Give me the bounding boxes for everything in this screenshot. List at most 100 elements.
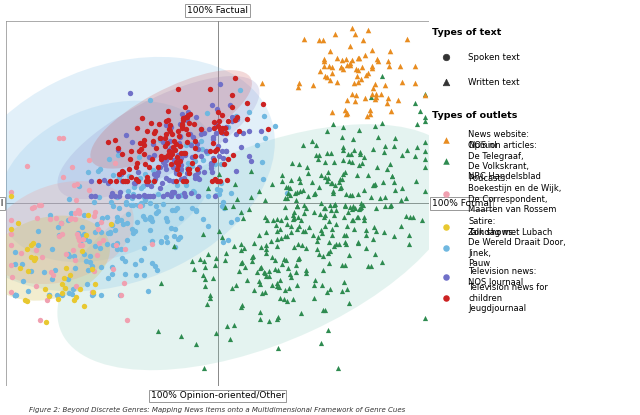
- Point: [141, 127, 152, 134]
- Point: [354, 127, 364, 133]
- Point: [243, 276, 253, 283]
- Point: [74, 237, 84, 243]
- Point: [145, 214, 155, 220]
- Point: [318, 253, 328, 259]
- Point: [336, 64, 346, 71]
- Point: [74, 208, 84, 214]
- Point: [340, 261, 350, 268]
- Point: [221, 124, 231, 131]
- Point: [368, 235, 378, 242]
- Point: [236, 259, 246, 266]
- Point: [108, 242, 118, 249]
- Point: [184, 120, 195, 127]
- Point: [136, 257, 146, 264]
- Point: [221, 176, 232, 183]
- Point: [207, 159, 218, 166]
- Point: [441, 137, 451, 144]
- Point: [156, 156, 166, 162]
- Point: [198, 258, 209, 265]
- Point: [244, 128, 254, 134]
- Point: [234, 127, 244, 134]
- Point: [86, 291, 97, 298]
- Point: [317, 307, 328, 314]
- Point: [320, 212, 330, 219]
- Point: [220, 205, 230, 211]
- Point: [360, 51, 371, 58]
- Point: [344, 42, 355, 49]
- Point: [108, 266, 118, 272]
- Point: [259, 269, 269, 276]
- Point: [143, 178, 153, 185]
- Point: [215, 81, 225, 88]
- Point: [22, 298, 33, 304]
- Point: [68, 286, 78, 293]
- Point: [268, 181, 278, 187]
- Point: [276, 217, 286, 223]
- Point: [316, 171, 326, 178]
- Point: [179, 150, 189, 156]
- Point: [397, 79, 408, 85]
- Point: [116, 292, 126, 299]
- Point: [289, 215, 299, 221]
- Point: [320, 307, 330, 314]
- Point: [441, 245, 451, 251]
- Point: [139, 192, 149, 198]
- Point: [351, 91, 362, 98]
- Point: [267, 253, 277, 260]
- Point: [92, 221, 102, 228]
- Point: [127, 226, 138, 233]
- Point: [326, 180, 336, 187]
- Point: [208, 155, 218, 161]
- Point: [182, 170, 193, 177]
- Point: [322, 73, 332, 80]
- Point: [193, 168, 203, 175]
- Point: [174, 140, 184, 146]
- Point: [236, 247, 246, 253]
- Point: [363, 171, 373, 178]
- Point: [126, 174, 136, 181]
- Point: [6, 274, 17, 281]
- Point: [122, 220, 132, 226]
- Point: [220, 256, 230, 263]
- Point: [372, 58, 383, 65]
- Point: [211, 146, 221, 153]
- Point: [187, 258, 197, 264]
- Point: [223, 124, 234, 130]
- Point: [347, 192, 357, 198]
- Point: [102, 275, 113, 282]
- Point: [193, 164, 204, 171]
- Point: [140, 137, 150, 143]
- Point: [388, 233, 399, 240]
- Point: [95, 229, 106, 235]
- Point: [217, 125, 227, 132]
- Point: [325, 77, 335, 84]
- Point: [44, 291, 54, 298]
- Point: [365, 94, 376, 101]
- Point: [342, 97, 352, 104]
- Point: [349, 97, 360, 104]
- Point: [170, 244, 180, 250]
- Point: [324, 248, 335, 255]
- Point: [218, 129, 228, 136]
- Text: Podcasts:
Boekestijn en de Wijk,
De Correspondent,
Maarten van Rossem: Podcasts: Boekestijn en de Wijk, De Corr…: [468, 174, 562, 214]
- Point: [67, 290, 77, 297]
- Point: [256, 128, 266, 134]
- Point: [118, 221, 128, 227]
- Point: [171, 178, 181, 185]
- Point: [138, 194, 148, 200]
- Point: [76, 242, 86, 248]
- Point: [175, 134, 185, 141]
- Point: [153, 169, 163, 176]
- Point: [95, 245, 106, 251]
- Point: [162, 218, 172, 225]
- Point: [339, 279, 349, 286]
- Point: [29, 254, 40, 261]
- Point: [316, 339, 326, 346]
- Point: [376, 90, 387, 97]
- Point: [116, 168, 127, 174]
- Point: [165, 154, 175, 161]
- Point: [323, 249, 333, 256]
- Point: [221, 147, 231, 154]
- Point: [337, 288, 348, 295]
- Point: [207, 178, 218, 185]
